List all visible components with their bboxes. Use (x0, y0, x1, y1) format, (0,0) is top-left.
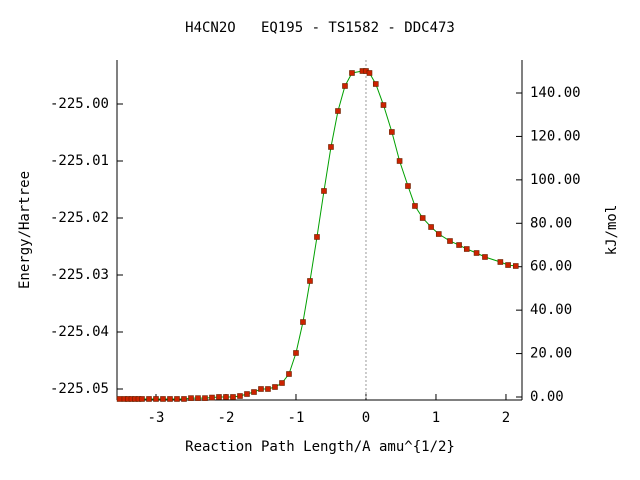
y-tick-label: -225.00 (50, 96, 109, 112)
y-axis-label: Energy/Hartree (17, 171, 33, 289)
data-point (328, 144, 334, 150)
x-tick-label: -2 (218, 410, 235, 426)
x-tick-label: -3 (148, 410, 165, 426)
data-point (153, 396, 159, 402)
data-point (366, 70, 373, 76)
data-point (372, 81, 379, 87)
data-point (314, 234, 320, 240)
data-point (405, 183, 411, 189)
data-point (447, 238, 453, 244)
data-point (223, 394, 229, 400)
data-point (244, 391, 250, 397)
data-point (139, 396, 145, 402)
data-point (389, 129, 395, 135)
data-point (342, 83, 348, 89)
data-point (272, 384, 278, 390)
y2-tick-label: 140.00 (530, 85, 581, 101)
data-point (463, 246, 470, 252)
y2-tick-label: 40.00 (530, 302, 572, 318)
data-point (181, 396, 187, 402)
y2-tick-label: 100.00 (530, 172, 581, 188)
data-point (195, 395, 201, 401)
data-point (412, 203, 418, 209)
data-point (237, 393, 243, 399)
data-point (293, 350, 299, 356)
data-point (435, 231, 442, 237)
data-point (505, 262, 511, 268)
data-point (349, 70, 355, 76)
data-point (174, 396, 180, 402)
data-point (300, 319, 306, 325)
y2-tick-label: 20.00 (530, 346, 572, 362)
data-point (116, 396, 123, 402)
y-tick-label: -225.01 (50, 153, 109, 169)
x-axis-label: Reaction Path Length/A amu^{1/2} (185, 439, 455, 455)
y2-tick-label: 0.00 (530, 389, 564, 405)
data-point (335, 108, 341, 114)
data-point (230, 394, 236, 400)
data-point (428, 224, 434, 230)
x-tick-label: 2 (502, 410, 510, 426)
y2-axis-label: kJ/mol (604, 205, 620, 256)
data-point (216, 394, 222, 400)
data-point (321, 188, 327, 194)
data-point (380, 102, 387, 108)
data-point (167, 396, 173, 402)
data-point (279, 380, 285, 386)
data-point (251, 389, 257, 395)
data-point (258, 386, 264, 392)
data-point (265, 386, 271, 392)
data-point (497, 259, 504, 265)
x-tick-label: -1 (288, 410, 305, 426)
data-point (209, 394, 215, 401)
y2-tick-label: 120.00 (530, 128, 581, 144)
y-tick-label: -225.03 (50, 267, 109, 283)
y2-tick-label: 60.00 (530, 259, 572, 275)
data-point (146, 396, 152, 402)
data-point (202, 395, 208, 401)
data-point (473, 250, 480, 256)
x-tick-label: 0 (362, 410, 370, 426)
data-point (419, 215, 426, 221)
y-tick-label: -225.04 (50, 324, 109, 340)
x-tick-label: 1 (432, 410, 440, 426)
data-point (482, 254, 488, 260)
data-point (456, 242, 462, 248)
data-point (307, 278, 313, 284)
data-point (188, 395, 194, 401)
y2-tick-label: 80.00 (530, 215, 572, 231)
chart-title: H4CN2O EQ195 - TS1582 - DDC473 (185, 20, 455, 36)
data-point (512, 263, 519, 269)
data-point (396, 158, 403, 164)
data-point (286, 371, 292, 377)
data-point (160, 396, 166, 402)
y-tick-label: -225.02 (50, 210, 109, 226)
y-tick-label: -225.05 (50, 381, 109, 397)
